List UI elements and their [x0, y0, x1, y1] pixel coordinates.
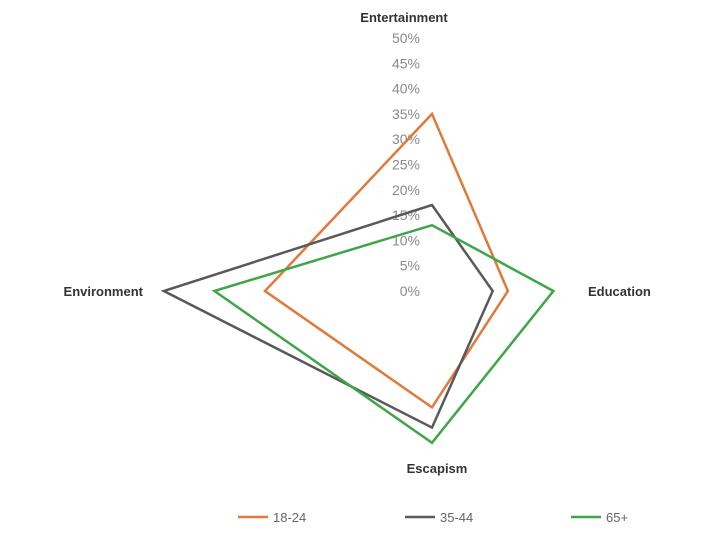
series-line-35-44 [160, 203, 495, 430]
legend-label-18-24: 18-24 [273, 510, 306, 525]
legend-label-65-plus: 65+ [606, 510, 628, 525]
legend: 18-24 35-44 65+ [238, 510, 628, 525]
legend-item-65-plus: 65+ [571, 510, 628, 525]
tick-label: 5% [400, 258, 420, 274]
tick-label: 35% [392, 106, 420, 122]
legend-item-18-24: 18-24 [238, 510, 306, 525]
legend-item-35-44: 35-44 [405, 510, 473, 525]
axis-label-escapism: Escapism [407, 461, 468, 476]
tick-label: 0% [400, 283, 420, 299]
tick-label: 20% [392, 182, 420, 198]
series-line-18-24 [263, 111, 510, 410]
series-lines [160, 111, 556, 445]
series-line-65-plus [211, 223, 556, 445]
tick-labels: 0%5%10%15%20%25%30%35%40%45%50% [392, 30, 420, 299]
tick-label: 45% [392, 55, 420, 71]
tick-label: 30% [392, 131, 420, 147]
tick-label: 40% [392, 81, 420, 97]
tick-label: 50% [392, 30, 420, 46]
axis-label-education: Education [588, 284, 651, 299]
axis-label-entertainment: Entertainment [360, 10, 448, 25]
legend-label-35-44: 35-44 [440, 510, 473, 525]
tick-label: 25% [392, 157, 420, 173]
axis-label-environment: Environment [64, 284, 144, 299]
